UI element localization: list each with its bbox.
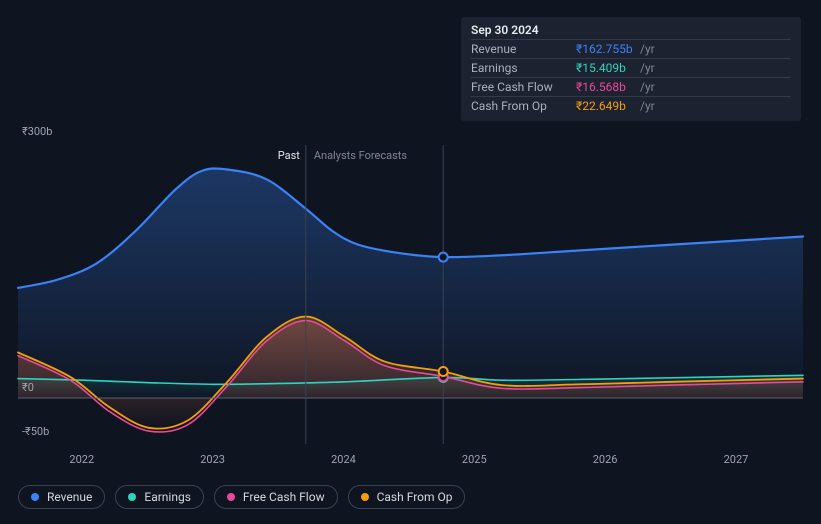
legend-label: Revenue <box>47 490 92 504</box>
y-axis-label: -₹50b <box>22 425 49 438</box>
tooltip-row-cfo: Cash From Op₹22.649b/yr <box>471 96 791 115</box>
tooltip-rows: Revenue₹162.755b/yrEarnings₹15.409b/yrFr… <box>471 39 791 115</box>
tooltip-row-label: Earnings <box>471 61 576 75</box>
tooltip-row-unit: /yr <box>640 80 660 94</box>
tooltip-row-value: ₹16.568b <box>576 80 636 94</box>
tooltip-row-fcf: Free Cash Flow₹16.568b/yr <box>471 77 791 96</box>
legend-item-cfo[interactable]: Cash From Op <box>348 485 466 509</box>
tooltip-row-label: Revenue <box>471 42 576 56</box>
x-axis-label: 2027 <box>724 453 749 466</box>
legend-label: Earnings <box>144 490 191 504</box>
cursor-marker-revenue <box>439 253 448 262</box>
financials-chart: Sep 30 2024 Revenue₹162.755b/yrEarnings₹… <box>0 0 821 524</box>
legend-item-earnings[interactable]: Earnings <box>115 485 204 509</box>
legend-swatch <box>361 493 369 501</box>
legend-swatch <box>128 493 136 501</box>
past-label: Past <box>278 149 300 162</box>
legend-item-revenue[interactable]: Revenue <box>18 485 105 509</box>
legend-swatch <box>227 493 235 501</box>
tooltip-row-unit: /yr <box>640 61 660 75</box>
chart-tooltip: Sep 30 2024 Revenue₹162.755b/yrEarnings₹… <box>461 17 801 121</box>
tooltip-row-revenue: Revenue₹162.755b/yr <box>471 39 791 58</box>
tooltip-row-label: Cash From Op <box>471 99 576 113</box>
x-axis-label: 2022 <box>69 453 94 466</box>
x-axis-label: 2023 <box>200 453 225 466</box>
chart-legend: Revenue Earnings Free Cash Flow Cash From O… <box>18 485 465 509</box>
x-axis-label: 2024 <box>331 453 356 466</box>
y-axis-label: ₹0 <box>22 381 34 394</box>
legend-label: Free Cash Flow <box>243 490 325 504</box>
legend-swatch <box>31 493 39 501</box>
legend-item-fcf[interactable]: Free Cash Flow <box>214 485 338 509</box>
y-axis-label: ₹300b <box>22 125 52 138</box>
x-axis-label: 2025 <box>462 453 487 466</box>
tooltip-row-label: Free Cash Flow <box>471 80 576 94</box>
tooltip-title: Sep 30 2024 <box>471 23 791 37</box>
tooltip-row-value: ₹15.409b <box>576 61 636 75</box>
tooltip-row-value: ₹162.755b <box>576 42 636 56</box>
forecast-label: Analysts Forecasts <box>314 149 407 162</box>
tooltip-row-earnings: Earnings₹15.409b/yr <box>471 58 791 77</box>
tooltip-row-unit: /yr <box>640 42 660 56</box>
x-axis-label: 2026 <box>593 453 618 466</box>
tooltip-row-value: ₹22.649b <box>576 99 636 113</box>
legend-label: Cash From Op <box>377 490 453 504</box>
revenue-area <box>18 168 803 398</box>
tooltip-row-unit: /yr <box>640 99 660 113</box>
cursor-marker-cfo <box>439 367 448 376</box>
